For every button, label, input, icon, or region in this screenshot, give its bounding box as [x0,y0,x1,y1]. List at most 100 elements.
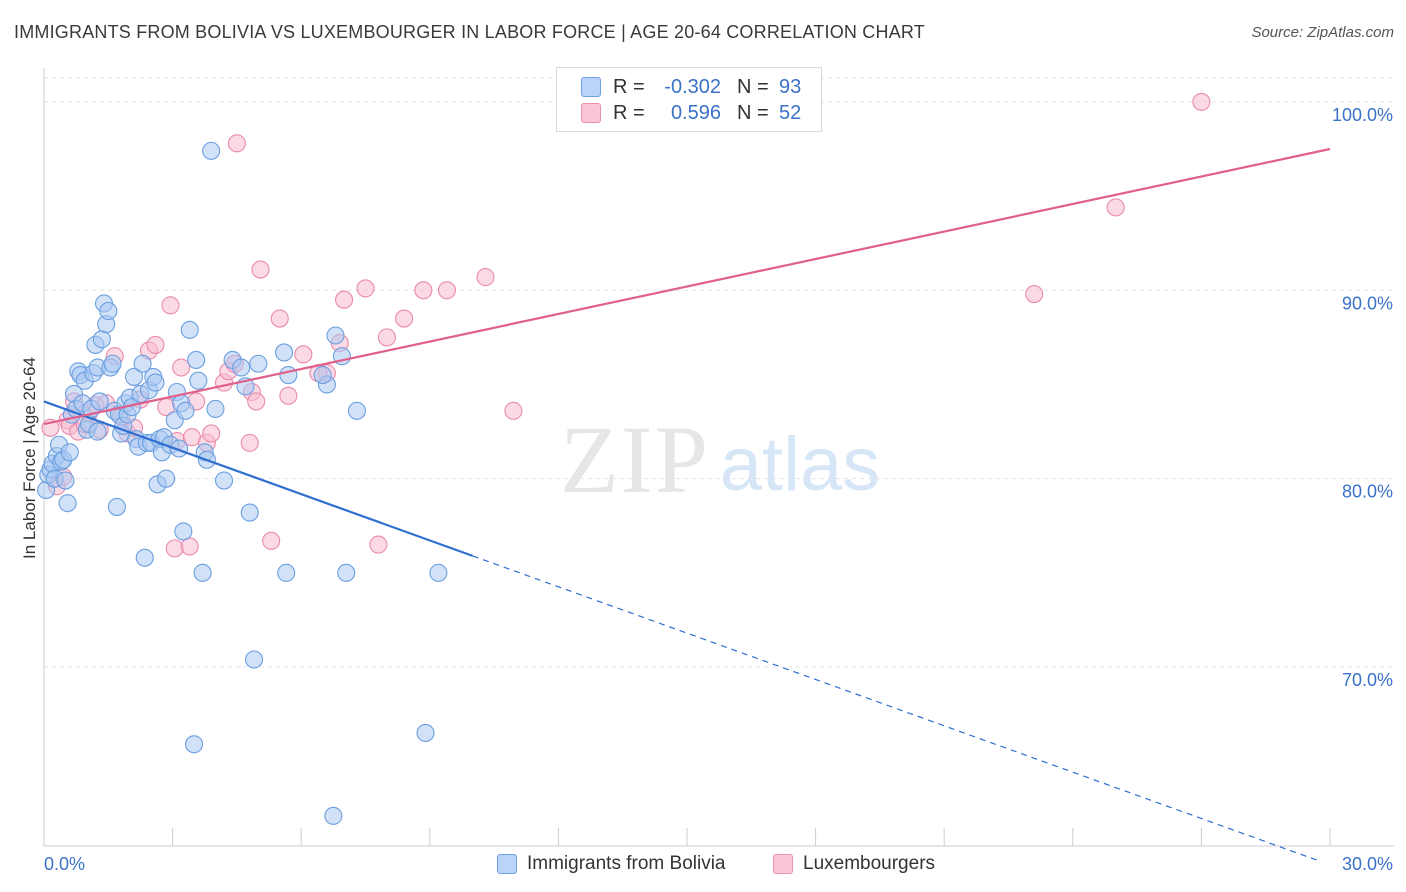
luxembourger-point [279,386,298,405]
luxembourger-point [262,531,281,550]
bolivia-point [124,367,144,386]
bolivia-point [174,522,193,541]
bolivia-point [88,422,107,441]
luxembourger-point [227,134,246,153]
bolivia-point [279,366,298,385]
x-tick-label: 30.0% [1342,854,1393,874]
luxembourger-point [161,296,180,315]
bolivia-point [92,330,111,349]
bolivia-point [244,650,264,669]
luxembourger-point [356,279,375,298]
bolivia-point [103,354,122,373]
n-value: 93 [779,75,802,98]
luxembourger-point [1025,285,1044,304]
bolivia-point [56,471,75,490]
axes [43,68,1394,847]
legend-item-luxembourgers[interactable]: Luxembourgers [773,852,935,876]
bolivia-point [277,563,296,582]
legend-row-luxembourgers: R = 0.596 N = 52 [581,101,801,125]
bolivia-point [58,494,77,513]
luxembourger-point [1192,92,1211,111]
bolivia-point [189,371,208,390]
x-tick-label: 0.0% [44,854,85,874]
trend-lines [43,147,1331,863]
n-label: N = [737,101,769,124]
bolivia-point [324,806,343,825]
source-credit: Source: ZipAtlas.com [1251,24,1394,41]
bolivia-point [337,563,356,582]
luxembourger-point [504,401,523,420]
y-axis-label: In Labor Force | Age 20-64 [20,357,39,559]
bolivia-legend-label: Immigrants from Bolivia [527,853,726,874]
luxembourger-point [146,335,165,354]
luxembourger-point [240,433,259,452]
bolivia-point [99,301,118,321]
r-value: 0.596 [670,101,721,124]
bolivia-point [60,443,79,462]
bolivia-legend-swatch [497,854,517,874]
luxembourgers-swatch [581,103,601,123]
watermark-atlas: atlas [720,422,881,507]
luxembourger-point [247,392,266,411]
r-value: -0.302 [664,75,721,98]
bolivia-point [214,471,234,490]
y-tick-label: 70.0% [1342,670,1393,690]
bolivia-point [249,354,268,373]
n-value: 52 [779,101,802,124]
bolivia-trend-extension [472,555,1322,863]
luxembourger-point [270,309,289,328]
y-tick-label: 80.0% [1342,482,1393,502]
bolivia-point [275,343,294,362]
y-tick-label: 100.0% [1332,105,1393,125]
luxembourger-point [476,268,495,287]
luxembourger-point [395,309,414,328]
bolivia-point [90,392,109,411]
bolivia-point [176,401,195,420]
luxembourger-point [1106,198,1125,217]
luxembourger-point [437,281,456,300]
bolivia-point [184,735,204,754]
luxembourger-trend-line [43,147,1331,426]
bolivia-point [133,354,152,373]
bolivia-point [429,563,448,582]
luxembourgers-legend-label: Luxembourgers [803,853,936,874]
r-label: R = [613,75,645,98]
y-tick-label: 90.0% [1342,293,1393,313]
luxembourger-point [377,328,396,347]
tick-labels: 70.0% 80.0% 90.0% 100.0% 0.0% 30.0% [44,105,1393,874]
bolivia-points [37,141,448,825]
luxembourger-point [369,535,388,554]
bolivia-point [107,497,126,516]
watermark-zip: ZIP [560,406,710,513]
bolivia-point [135,548,154,567]
bolivia-point [157,469,176,488]
bolivia-point [180,320,199,339]
luxembourger-point [180,537,199,556]
luxembourger-point [202,424,221,443]
bolivia-point [232,358,251,377]
r-label: R = [613,101,645,124]
bolivia-point [187,350,206,370]
luxembourger-point [251,260,270,279]
bolivia-point [193,563,212,582]
bolivia-point [206,399,225,419]
bolivia-point [416,723,435,743]
bolivia-point [326,326,345,345]
chart-title: IMMIGRANTS FROM BOLIVIA VS LUXEMBOURGER … [14,22,925,42]
luxembourger-point [165,539,184,558]
bolivia-point [240,503,259,522]
correlation-legend: R = -0.302 N = 93 R = 0.596 N = 52 [556,67,822,132]
bolivia-swatch [581,77,601,97]
legend-item-bolivia[interactable]: Immigrants from Bolivia [497,852,726,876]
luxembourger-point [172,358,191,377]
luxembourger-point [294,345,313,364]
bolivia-point [347,401,366,420]
luxembourger-point [414,281,433,300]
n-label: N = [737,75,769,98]
bolivia-trend-line [43,400,474,557]
luxembourgers-legend-swatch [773,854,793,874]
bolivia-point [313,366,332,385]
bolivia-point [202,141,221,160]
luxembourger-point [335,290,354,309]
